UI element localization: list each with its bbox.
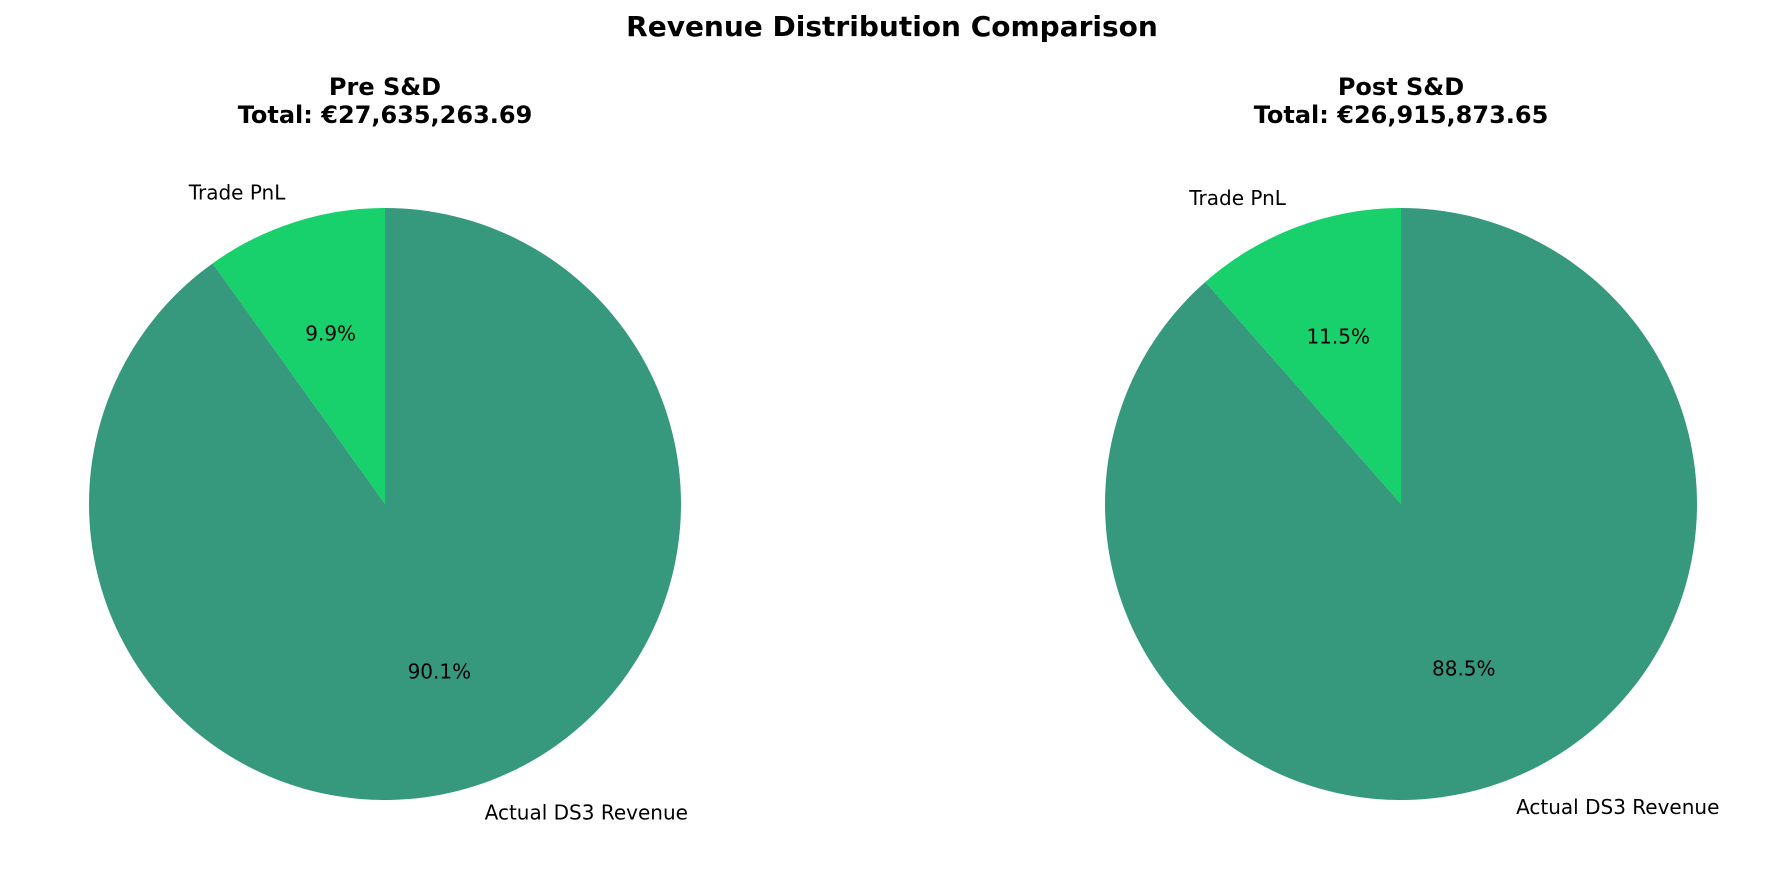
pie-slice-trade-pnl bbox=[1205, 208, 1401, 504]
chart-suptitle: Revenue Distribution Comparison bbox=[626, 10, 1158, 43]
pie-subtitle-pre: Total: €27,635,263.69 bbox=[238, 101, 533, 129]
slice-percent-label: 90.1% bbox=[408, 660, 472, 684]
pie-subtitle-post: Total: €26,915,873.65 bbox=[1254, 101, 1549, 129]
pie-chart-pre: Pre S&D Total: €27,635,263.69 Trade PnL 9… bbox=[89, 73, 688, 824]
pie-slices-post: Trade PnL 11.5% Actual DS3 Revenue 88.5% bbox=[1105, 186, 1719, 819]
pie-slices-pre: Trade PnL 9.9% Actual DS3 Revenue 90.1% bbox=[89, 181, 688, 824]
pie-chart-post: Post S&D Total: €26,915,873.65 Trade PnL… bbox=[1105, 73, 1719, 819]
pie-title-pre: Pre S&D bbox=[329, 73, 441, 101]
slice-percent-label: 11.5% bbox=[1306, 324, 1370, 348]
pie-title-post: Post S&D bbox=[1338, 73, 1464, 101]
slice-label: Actual DS3 Revenue bbox=[1516, 795, 1719, 819]
pie-slice-actual-ds3-revenue bbox=[1105, 208, 1698, 800]
slice-label: Actual DS3 Revenue bbox=[485, 800, 688, 824]
slice-label: Trade PnL bbox=[1188, 186, 1286, 210]
slice-percent-label: 9.9% bbox=[305, 321, 356, 345]
pie-slice-trade-pnl bbox=[212, 208, 385, 504]
slice-percent-label: 88.5% bbox=[1432, 657, 1496, 681]
pie-slice-actual-ds3-revenue bbox=[89, 208, 681, 800]
slice-label: Trade PnL bbox=[188, 181, 286, 205]
